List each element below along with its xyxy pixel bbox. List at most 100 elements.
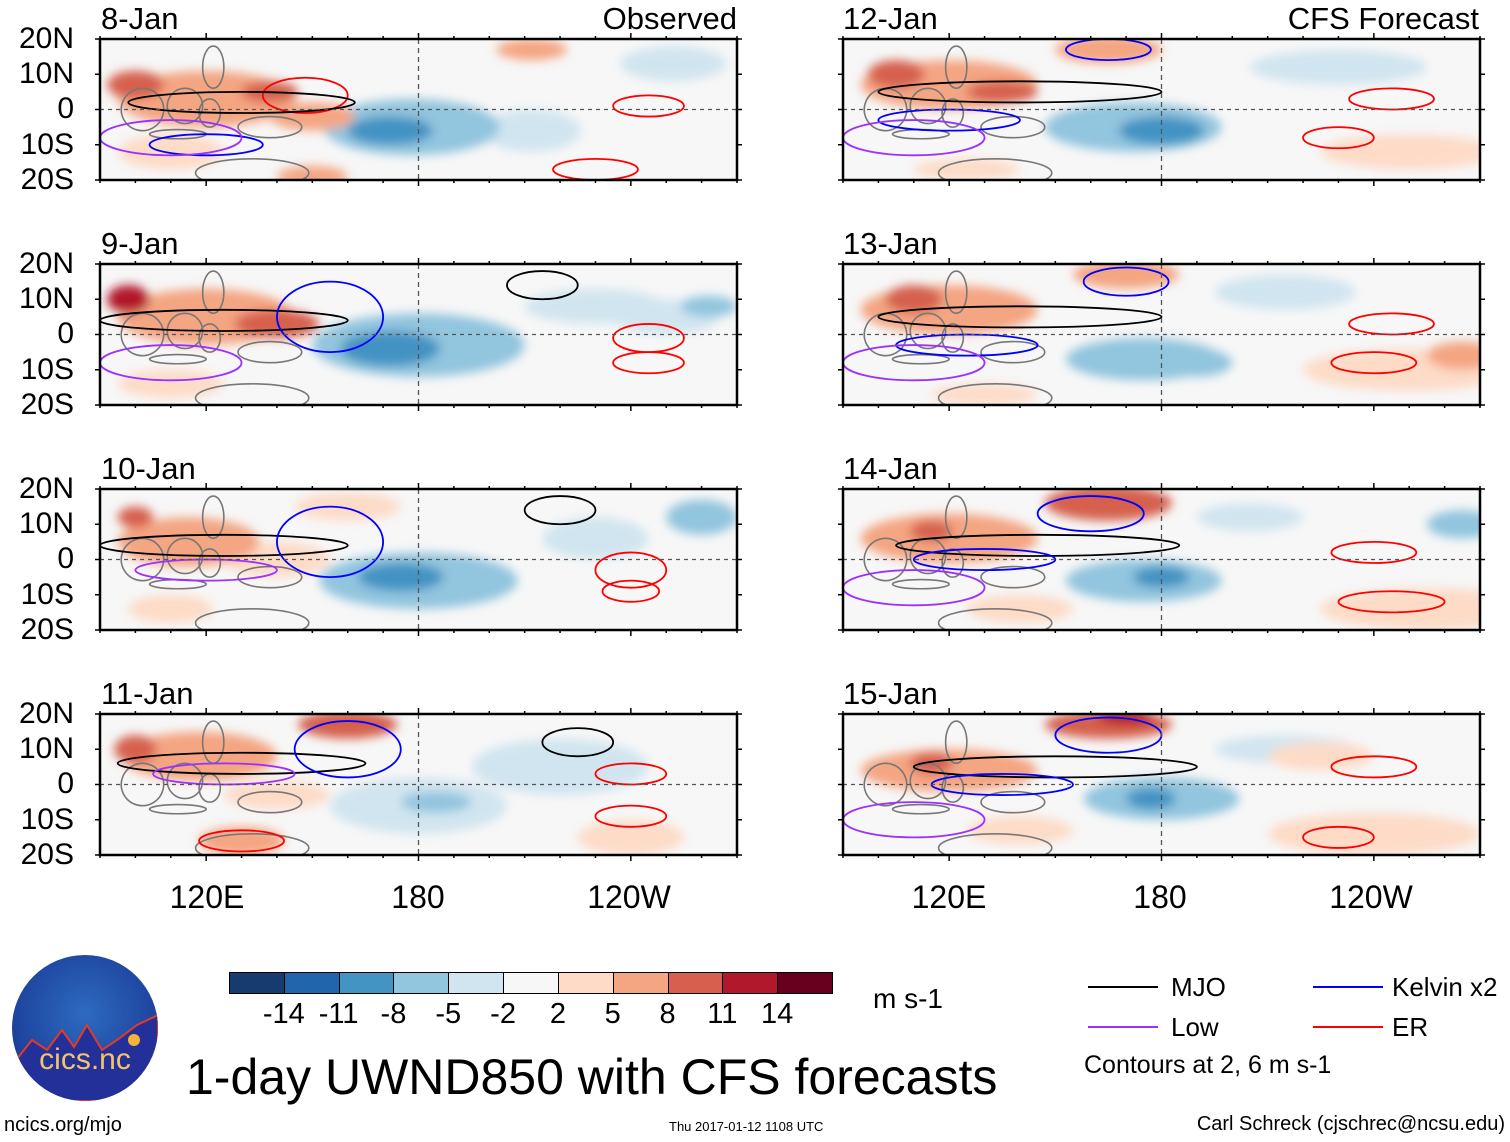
anomaly-blob [1267, 812, 1480, 855]
map-panel-11-jan [95, 708, 742, 861]
contour-low [100, 344, 243, 382]
anomaly-blob [1426, 341, 1480, 370]
map-panel-15-jan [838, 708, 1485, 861]
coastline [941, 548, 965, 578]
coastline [194, 833, 310, 855]
anomaly-blob [400, 791, 472, 813]
colorbar-swatch [722, 972, 779, 994]
coastline [120, 87, 165, 132]
lon-label-180: 180 [391, 879, 445, 915]
anomaly-blob [1320, 134, 1480, 170]
contour-er [198, 829, 285, 853]
anomaly-blob [913, 158, 1020, 180]
map-content [843, 39, 1480, 180]
colorbar-swatch [393, 972, 450, 994]
anomaly-blob [910, 520, 953, 542]
contour-kelvin [276, 280, 385, 354]
legend-line-low [1088, 1026, 1158, 1028]
coastline [148, 803, 207, 815]
anomaly-blob [107, 285, 150, 314]
lat-label: 10S [20, 352, 74, 386]
logo-text: cics.nc [39, 1043, 131, 1076]
panel-date-8-jan: 8-Jan [101, 1, 179, 36]
anomaly-blob [524, 288, 667, 324]
anomaly-blob [1267, 742, 1374, 771]
coastline [201, 45, 225, 90]
coastline [980, 790, 1046, 814]
coastline [166, 87, 204, 125]
anomaly-blob [1249, 49, 1427, 85]
anomaly-blob [966, 594, 1074, 623]
panel-date-12-jan: 12-Jan [843, 1, 938, 36]
map-panel-8-jan [95, 33, 742, 186]
logo-mountains [12, 1013, 158, 1101]
contour-er [1348, 312, 1435, 336]
anomaly-field [860, 714, 1480, 855]
colorbar-label: -14 [262, 998, 305, 1030]
contour-low [843, 344, 986, 382]
lat-label: 20N [18, 247, 74, 280]
anomaly-blob [340, 330, 440, 367]
contour-kelvin [293, 720, 402, 779]
contour-er [601, 579, 661, 603]
map-panel-12-jan [838, 33, 1485, 186]
anomaly-blob [117, 369, 224, 398]
colorbar-swatch [229, 972, 285, 994]
contour-er [1348, 87, 1435, 111]
forecast-label: CFS Forecast [1287, 1, 1479, 36]
figure-title: 1-day UWND850 with CFS forecasts [186, 1049, 998, 1105]
contour-er [1337, 590, 1446, 614]
colorbar-swatch [448, 972, 505, 994]
lon-label-120w: 120W [587, 879, 671, 915]
map-content [843, 489, 1480, 630]
lat-label: 10N [18, 732, 74, 766]
contour-low [843, 801, 986, 839]
anomaly-blob [680, 295, 737, 317]
coastline [863, 312, 908, 357]
lat-label: 20S [20, 162, 74, 196]
contour-er [1330, 351, 1418, 375]
lat-label: 10N [18, 282, 74, 316]
legend-note: Contours at 2, 6 m s-1 [1084, 1051, 1332, 1079]
colorbar-label: -2 [490, 998, 516, 1030]
colorbar-units: m s-1 [873, 983, 943, 1014]
anomaly-blob [347, 116, 433, 145]
lat-label: 10S [20, 577, 74, 611]
anomaly-blob [542, 517, 649, 560]
coastline [120, 312, 165, 357]
colorbar-swatch [667, 972, 724, 994]
colorbar-swatch [777, 972, 833, 994]
lon-label-120w: 120W [1329, 879, 1413, 915]
anomaly-blob [1133, 566, 1190, 588]
coastline [120, 762, 165, 807]
coastline [937, 833, 1053, 855]
site-url[interactable]: ncics.org/mjo [4, 1114, 122, 1136]
colorbar-label: -5 [435, 998, 462, 1030]
contour-mjo [100, 308, 349, 332]
anomaly-blob [107, 70, 164, 99]
anomaly-blob [117, 506, 154, 528]
coastline [980, 115, 1046, 139]
contour-low [843, 569, 986, 607]
anomaly-blob [128, 594, 214, 623]
anomaly-field [117, 492, 737, 623]
contour-mjo [877, 305, 1163, 329]
panel-date-14-jan: 14-Jan [843, 451, 938, 486]
contour-mjo [523, 495, 597, 526]
coastline [980, 565, 1046, 589]
anomaly-blob [867, 60, 925, 89]
coastline [194, 608, 310, 630]
map-content [100, 489, 737, 630]
coastline [148, 353, 207, 365]
coastline [944, 45, 968, 90]
contour-mjo [127, 90, 356, 114]
lon-label-120e: 120E [169, 879, 245, 915]
anomaly-blob [860, 749, 1038, 792]
contour-kelvin [1065, 39, 1152, 62]
lat-label: 0 [57, 542, 74, 576]
map-panel-13-jan [838, 258, 1485, 411]
colorbar-swatch [557, 972, 614, 994]
contour-mjo [877, 80, 1163, 104]
anomaly-blob [1161, 348, 1233, 377]
coastline [941, 98, 965, 128]
